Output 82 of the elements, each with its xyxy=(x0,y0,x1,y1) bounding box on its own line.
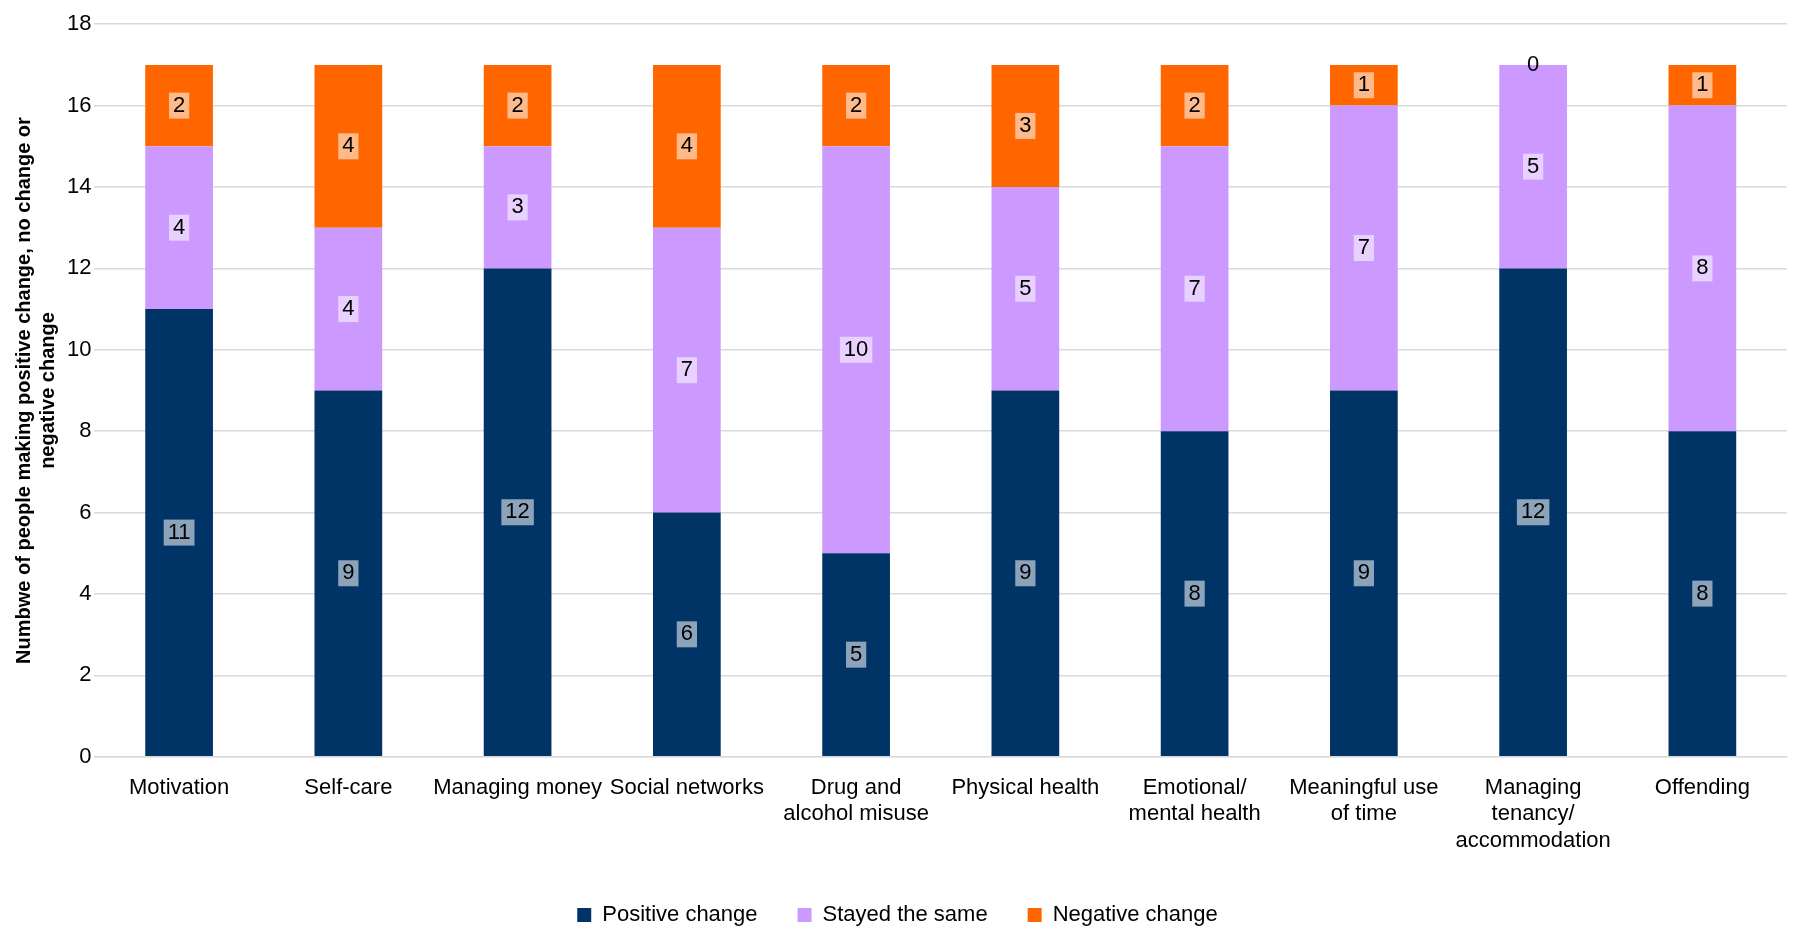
x-tick-label: Self-care xyxy=(304,774,393,800)
data-label: 1 xyxy=(1696,71,1709,97)
bar xyxy=(653,64,721,228)
data-label: 9 xyxy=(1019,559,1032,585)
y-tick-label: 12 xyxy=(66,254,92,280)
data-label: 7 xyxy=(1357,234,1370,260)
data-label: 6 xyxy=(680,620,693,646)
x-tick-label: Managing tenancy/ accommodation xyxy=(1455,774,1611,852)
legend-label: Negative change xyxy=(1052,901,1218,927)
bar xyxy=(653,512,721,757)
bar xyxy=(314,64,383,228)
bar xyxy=(1330,105,1398,391)
y-tick-label: 10 xyxy=(66,335,92,361)
bar xyxy=(1160,146,1229,432)
data-label: 11 xyxy=(167,518,191,544)
y-tick-label: 18 xyxy=(66,10,92,36)
y-tick-label: 6 xyxy=(79,498,92,524)
bar xyxy=(991,64,1060,187)
bar xyxy=(145,309,213,757)
data-label: 2 xyxy=(1188,91,1201,117)
bar xyxy=(483,268,552,757)
bar xyxy=(1160,64,1229,147)
bar xyxy=(145,146,213,310)
bar xyxy=(1668,105,1737,432)
data-label: 4 xyxy=(342,295,355,321)
bar xyxy=(314,390,383,757)
data-label: 9 xyxy=(342,559,355,585)
x-tick-label: Emotional/ mental health xyxy=(1128,774,1261,826)
bar xyxy=(991,187,1060,391)
data-label: 10 xyxy=(843,335,869,361)
data-label: 9 xyxy=(1357,559,1370,585)
bar xyxy=(653,227,721,513)
bar xyxy=(145,64,213,147)
data-label: 12 xyxy=(1520,498,1546,524)
x-tick-label: Physical health xyxy=(951,774,1100,800)
bar xyxy=(822,146,890,554)
data-label: 7 xyxy=(1188,274,1201,300)
y-tick-label: 4 xyxy=(79,580,92,606)
bar xyxy=(314,227,383,391)
bar xyxy=(1160,431,1229,757)
data-label: 2 xyxy=(849,91,863,117)
bar xyxy=(1330,64,1398,106)
x-tick-label: Offending xyxy=(1654,774,1750,800)
y-axis-title: Numbwe of people making positive change, no change or negative change xyxy=(11,116,58,664)
data-label: 8 xyxy=(1188,579,1201,605)
x-tick-label: Drug and alcohol misuse xyxy=(783,774,929,826)
bar xyxy=(1330,390,1398,757)
x-tick-label: Meaningful use of time xyxy=(1289,774,1439,826)
y-tick-label: 0 xyxy=(79,742,92,768)
data-label: 12 xyxy=(505,498,530,524)
x-tick-label: Social networks xyxy=(609,774,764,800)
data-label: 3 xyxy=(511,193,524,219)
bar xyxy=(1668,64,1737,106)
x-tick-label: Managing money xyxy=(433,774,602,800)
data-label: 2 xyxy=(511,91,524,117)
bar xyxy=(483,64,552,147)
legend-label: Stayed the same xyxy=(822,901,988,927)
legend-label: Positive change xyxy=(602,901,758,927)
y-tick-label: 14 xyxy=(66,173,92,199)
x-tick-label: Motivation xyxy=(128,774,230,800)
bar xyxy=(1499,268,1567,757)
y-tick-label: 2 xyxy=(79,661,92,687)
bar xyxy=(483,146,552,269)
bar xyxy=(822,553,890,757)
data-label: 5 xyxy=(849,640,863,666)
y-tick-label: 8 xyxy=(79,417,92,443)
bar xyxy=(991,390,1060,757)
data-label: 0 xyxy=(1527,50,1540,76)
bar xyxy=(822,64,890,147)
data-label: 4 xyxy=(342,132,355,158)
data-label: 7 xyxy=(680,356,693,382)
data-label: 3 xyxy=(1019,112,1032,138)
data-label: 1 xyxy=(1357,71,1370,97)
data-label: 8 xyxy=(1696,254,1709,280)
data-label: 5 xyxy=(1019,274,1032,300)
y-tick-label: 16 xyxy=(66,91,92,117)
data-label: 2 xyxy=(172,91,186,117)
data-label: 4 xyxy=(680,132,693,158)
data-label: 5 xyxy=(1527,152,1540,178)
bar xyxy=(1668,431,1737,757)
data-label: 8 xyxy=(1696,579,1709,605)
data-label: 4 xyxy=(172,213,186,239)
